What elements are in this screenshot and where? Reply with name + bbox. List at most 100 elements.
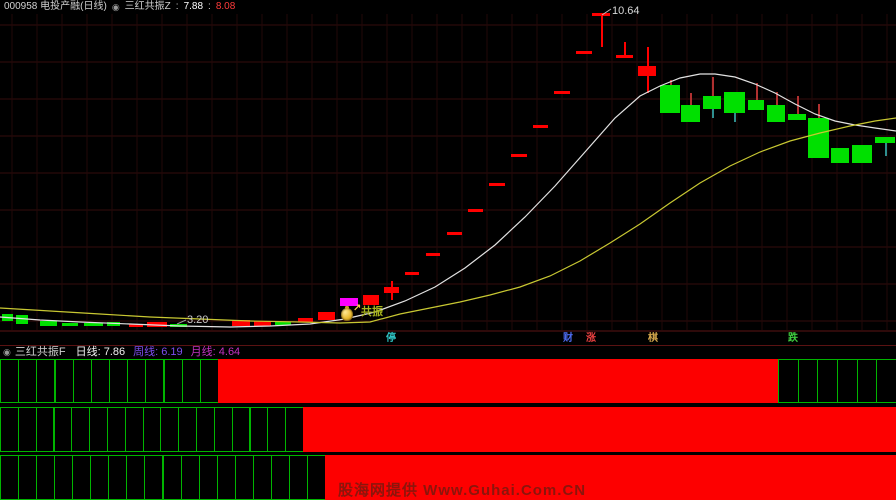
- signal-marker-char: 涨: [586, 333, 596, 344]
- title-bar: 000958 电投产融(日线) ◉ 三红共振Z : 7.88 : 8.08: [0, 0, 896, 14]
- candlestick: [298, 318, 313, 322]
- indicator-cell: [108, 455, 128, 500]
- indicator-value-2: 8.08: [215, 1, 236, 12]
- candlestick: [592, 13, 610, 16]
- candle-upper-wick: [391, 281, 393, 287]
- indicator-cell: [0, 359, 20, 403]
- candlestick: [788, 114, 806, 120]
- signal-marker-char: 棋: [648, 333, 658, 344]
- indicator-cell: [234, 455, 254, 500]
- stock-code-name: 000958 电投产融(日线): [4, 1, 107, 12]
- candlestick: [489, 183, 505, 186]
- candlestick: [638, 66, 656, 76]
- indicator-cell: [0, 455, 20, 500]
- candlestick: [724, 92, 745, 113]
- subchart-field: 日线: 7.86: [75, 345, 126, 358]
- candlestick: [767, 105, 785, 122]
- indicator-cell: [231, 407, 251, 452]
- indicator-cell: [72, 359, 92, 403]
- ma-lines: [0, 8, 896, 328]
- candle-upper-wick: [712, 77, 714, 96]
- candle-upper-wick: [756, 83, 758, 100]
- indicator-cell: [72, 455, 92, 500]
- indicator-cell: [54, 455, 74, 500]
- candlestick: [748, 100, 764, 110]
- candle-upper-wick: [776, 92, 778, 105]
- candlestick: [426, 253, 440, 256]
- candlestick: [511, 154, 527, 157]
- candle-lower-wick: [391, 293, 393, 300]
- candlestick: [405, 272, 419, 275]
- subchart-header: ◉ 三红共振F 日线: 7.86 周线: 6.19 月线: 4.64: [0, 345, 896, 358]
- signal-marker-char: 财: [563, 333, 573, 344]
- indicator-cell: [144, 455, 164, 500]
- indicator-cell: [18, 359, 38, 403]
- candle-upper-wick: [818, 104, 820, 118]
- separator: :: [175, 1, 179, 12]
- candle-upper-wick: [690, 93, 692, 105]
- candlestick: [875, 137, 895, 143]
- indicator-value-1: 7.88: [183, 1, 204, 12]
- indicator-cell: [180, 455, 200, 500]
- candlestick: [318, 312, 335, 320]
- indicator-red-bar: [325, 455, 896, 500]
- candle-lower-wick: [712, 109, 714, 118]
- candlestick: [703, 96, 721, 109]
- indicator-cell: [267, 407, 287, 452]
- chart-grid: [0, 14, 896, 332]
- indicator-cell: [249, 407, 269, 452]
- high-price-annotation: 10.64: [612, 5, 640, 17]
- indicator-cell: [252, 455, 272, 500]
- indicator-cell: [817, 359, 838, 403]
- indicator-cell: [17, 407, 37, 452]
- indicator-cell: [53, 407, 73, 452]
- indicator-cell: [90, 455, 110, 500]
- candlestick: [275, 322, 291, 325]
- candle-upper-wick: [624, 42, 626, 55]
- indicator-cell: [109, 359, 129, 403]
- signal-marker-char: 停: [386, 333, 396, 344]
- candlestick: [84, 323, 103, 326]
- candlestick: [16, 315, 28, 324]
- indicator-cell: [36, 359, 56, 403]
- candlestick: [232, 320, 250, 326]
- indicator-cell: [270, 455, 290, 500]
- candlestick: [554, 91, 570, 94]
- indicator-cell: [160, 407, 180, 452]
- subchart-fields: 日线: 7.86 周线: 6.19 月线: 4.64: [76, 346, 249, 359]
- indicator-cell: [285, 407, 304, 452]
- main-indicator-name[interactable]: 三红共振Z: [124, 1, 171, 12]
- ma-yellow: [0, 117, 896, 324]
- candlestick: [363, 295, 379, 305]
- indicator-cell: [71, 407, 91, 452]
- indicator-cell: [145, 359, 165, 403]
- indicator-cell: [213, 407, 233, 452]
- indicator-cell: [216, 455, 236, 500]
- indicator-cell: [856, 359, 878, 403]
- candlestick: [831, 148, 849, 163]
- indicator-red-bar: [303, 407, 896, 452]
- indicator-cell: [199, 359, 219, 403]
- indicator-cell: [178, 407, 197, 452]
- candle-lower-wick: [734, 113, 736, 122]
- candlestick: [576, 51, 592, 54]
- candlestick: [384, 287, 399, 293]
- chart-area[interactable]: 10.64 3.20 ↗ 共振 停 财 涨 棋 跌: [0, 0, 896, 346]
- indicator-cell: [162, 455, 182, 500]
- signal-marker-char: 跌: [788, 333, 798, 344]
- indicator-cell: [106, 407, 126, 452]
- indicator-cell: [0, 407, 19, 452]
- signal-arrow-icon: ↗: [353, 303, 362, 314]
- candlestick: [40, 321, 57, 326]
- signal-label: 共振: [361, 306, 383, 318]
- ma-white: [0, 73, 896, 328]
- subchart-indicator-name[interactable]: 三红共振F: [14, 345, 66, 358]
- candlestick: [468, 209, 483, 212]
- indicator-cell: [181, 359, 201, 403]
- indicator-cell: [778, 359, 799, 403]
- candle-upper-wick: [670, 80, 672, 85]
- candle-lower-wick: [885, 143, 887, 156]
- indicator-cell: [90, 359, 110, 403]
